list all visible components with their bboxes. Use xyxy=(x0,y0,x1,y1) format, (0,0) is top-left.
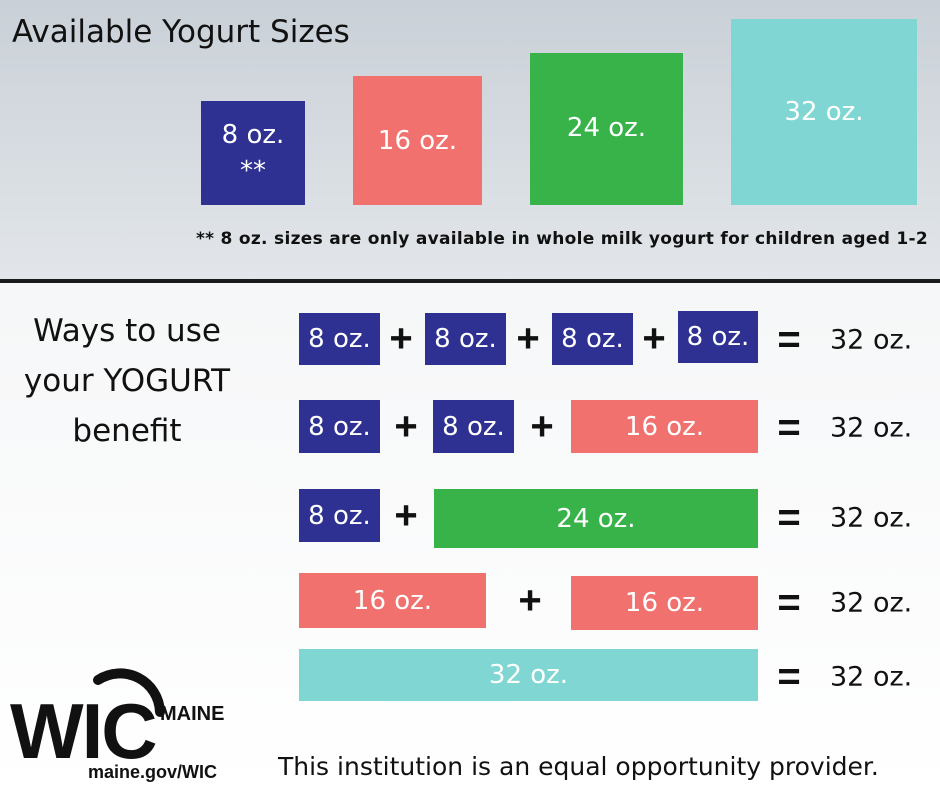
plus: + xyxy=(516,316,540,361)
equals: = xyxy=(777,405,801,450)
divider xyxy=(0,279,940,283)
yogurt-box: 16 oz. xyxy=(299,573,486,628)
plus: + xyxy=(389,316,413,361)
yogurt-box: 8 oz. xyxy=(299,489,380,542)
equals: = xyxy=(777,654,801,699)
size-label: 16 oz. xyxy=(377,125,458,156)
plus: + xyxy=(518,578,542,623)
equals: = xyxy=(777,580,801,625)
size-box: 16 oz. xyxy=(353,76,482,205)
plus: + xyxy=(530,404,554,449)
section-title: Ways to use xyxy=(33,313,221,349)
plus: + xyxy=(394,404,418,449)
plus: + xyxy=(394,493,418,538)
yogurt-box: 8 oz. xyxy=(552,313,633,365)
total: 32 oz. xyxy=(830,661,913,693)
section-title: benefit xyxy=(72,413,182,449)
logo: WIC MAINE maine.gov/WIC xyxy=(10,668,224,782)
size-label: 8 oz. xyxy=(221,120,285,150)
yogurt-box: 8 oz. xyxy=(433,400,514,453)
section-title: your YOGURT xyxy=(23,363,231,399)
logo-brand: WIC xyxy=(10,687,156,775)
size-box: 8 oz. ** xyxy=(201,101,305,205)
logo-arc xyxy=(93,668,165,717)
size-box: 24 oz. xyxy=(530,53,683,205)
equals: = xyxy=(777,317,801,362)
footnote: ** 8 oz. sizes are only available in who… xyxy=(195,229,928,249)
size-label: 32 oz. xyxy=(784,97,864,127)
yogurt-box: 16 oz. xyxy=(571,400,758,453)
yogurt-box: 32 oz. xyxy=(299,649,758,701)
plus: + xyxy=(642,316,666,361)
logo-url: maine.gov/WIC xyxy=(88,762,217,782)
equals: = xyxy=(777,495,801,540)
yogurt-box: 8 oz. xyxy=(678,311,758,363)
size-note: ** xyxy=(240,156,266,186)
yogurt-box: 8 oz. xyxy=(425,313,506,365)
size-box: 32 oz. xyxy=(731,19,917,205)
title: Available Yogurt Sizes xyxy=(12,14,350,50)
footer: This institution is an equal opportunity… xyxy=(278,752,879,781)
total: 32 oz. xyxy=(830,324,913,356)
yogurt-box: 8 oz. xyxy=(299,313,380,365)
size-label: 24 oz. xyxy=(566,113,647,143)
logo-state: MAINE xyxy=(160,703,224,725)
yogurt-box: 8 oz. xyxy=(299,400,380,453)
total: 32 oz. xyxy=(830,587,913,619)
total: 32 oz. xyxy=(830,502,913,534)
yogurt-box: 16 oz. xyxy=(571,576,758,630)
total: 32 oz. xyxy=(830,412,913,444)
yogurt-box: 24 oz. xyxy=(434,489,758,548)
